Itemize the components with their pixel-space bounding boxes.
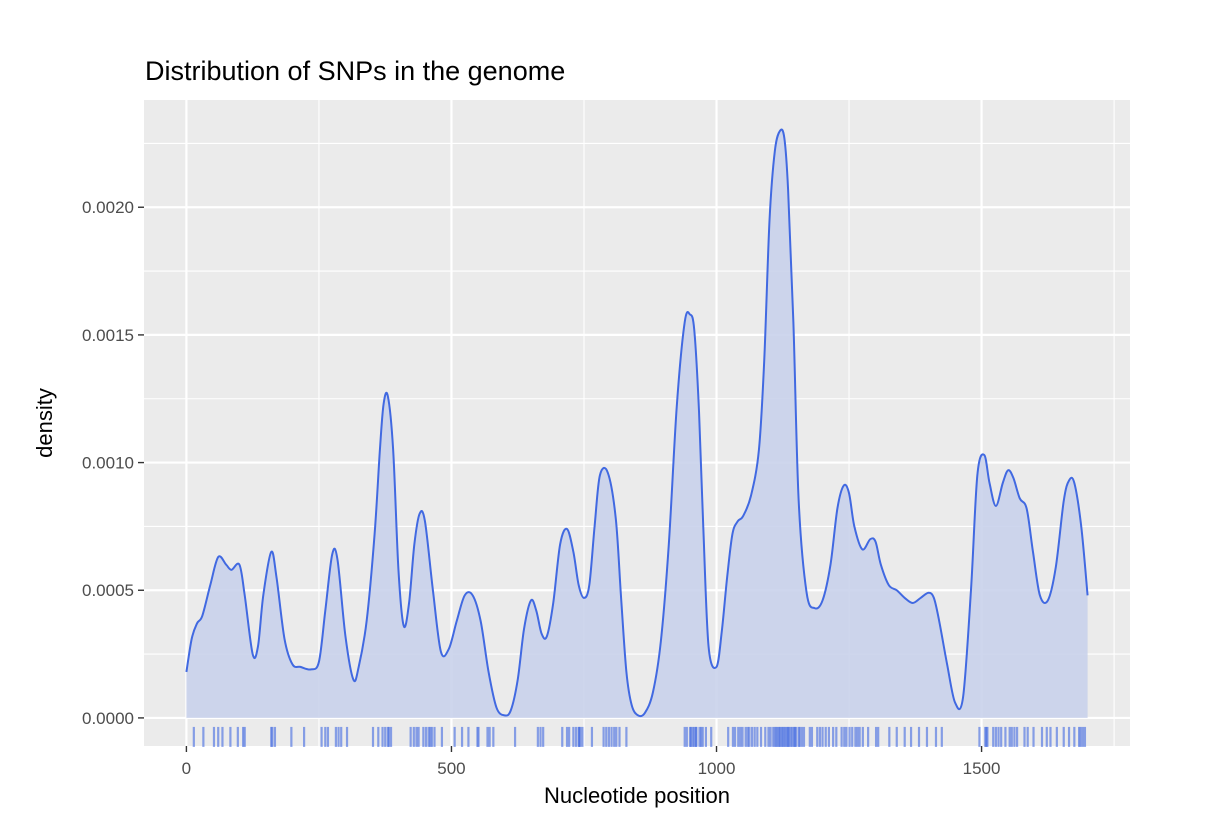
density-area [186, 129, 1088, 718]
x-tick-label: 1500 [963, 759, 1001, 778]
y-tick-label: 0.0010 [82, 454, 134, 473]
y-tick-label: 0.0000 [82, 709, 134, 728]
rug-marks [192, 726, 1087, 747]
x-tick-label: 0 [182, 759, 191, 778]
x-tick-label: 1000 [698, 759, 736, 778]
x-axis-title: Nucleotide position [544, 783, 730, 808]
y-tick-label: 0.0020 [82, 198, 134, 217]
y-axis-ticks: 0.0000 0.0005 0.0010 0.0015 0.0020 [82, 198, 144, 728]
density-line [185, 128, 1089, 718]
y-axis-title: density [32, 388, 57, 458]
x-tick-label: 500 [437, 759, 465, 778]
chart-title: Distribution of SNPs in the genome [145, 56, 565, 86]
y-tick-label: 0.0015 [82, 326, 134, 345]
x-axis-ticks: 0 500 1000 1500 [182, 746, 1001, 778]
y-tick-label: 0.0005 [82, 581, 134, 600]
